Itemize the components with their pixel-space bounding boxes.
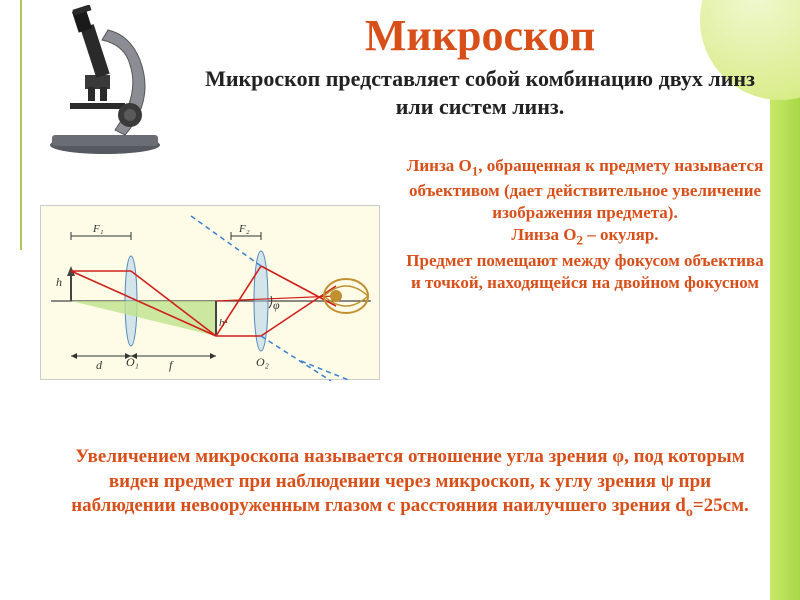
microscope-illustration [30, 5, 180, 155]
svg-text:F₂: F₂ [238, 223, 250, 235]
svg-text:f: f [169, 358, 174, 372]
svg-text:О₂: О₂ [256, 355, 269, 369]
desc-p1a: Линза О [407, 156, 472, 175]
svg-text:h: h [56, 275, 62, 289]
svg-text:φ: φ [273, 298, 280, 312]
page-subtitle: Микроскоп представляет собой комбинацию … [200, 65, 760, 120]
desc-p3: Предмет помещают между фокусом объектива… [406, 251, 763, 292]
definition-bottom: Увеличением микроскопа называется отноше… [55, 445, 765, 522]
desc-p2b: – окуляр. [583, 225, 659, 244]
optics-diagram: h О₁ О₂ h¹ φ F₁ F₂ d f [40, 205, 380, 380]
page-title: Микроскоп [200, 10, 760, 61]
def-t1-tail: =25см. [693, 495, 749, 516]
def-t1-sub: о [686, 505, 693, 520]
svg-text:F₁: F₁ [92, 223, 104, 235]
desc-p2a: Линза О [511, 225, 576, 244]
def-t1: Увеличением микроскопа называется отноше… [71, 446, 745, 516]
bg-accent-line [20, 0, 22, 250]
svg-text:d: d [96, 358, 103, 372]
description-right: Линза О1, обращенная к предмету называет… [400, 155, 770, 294]
